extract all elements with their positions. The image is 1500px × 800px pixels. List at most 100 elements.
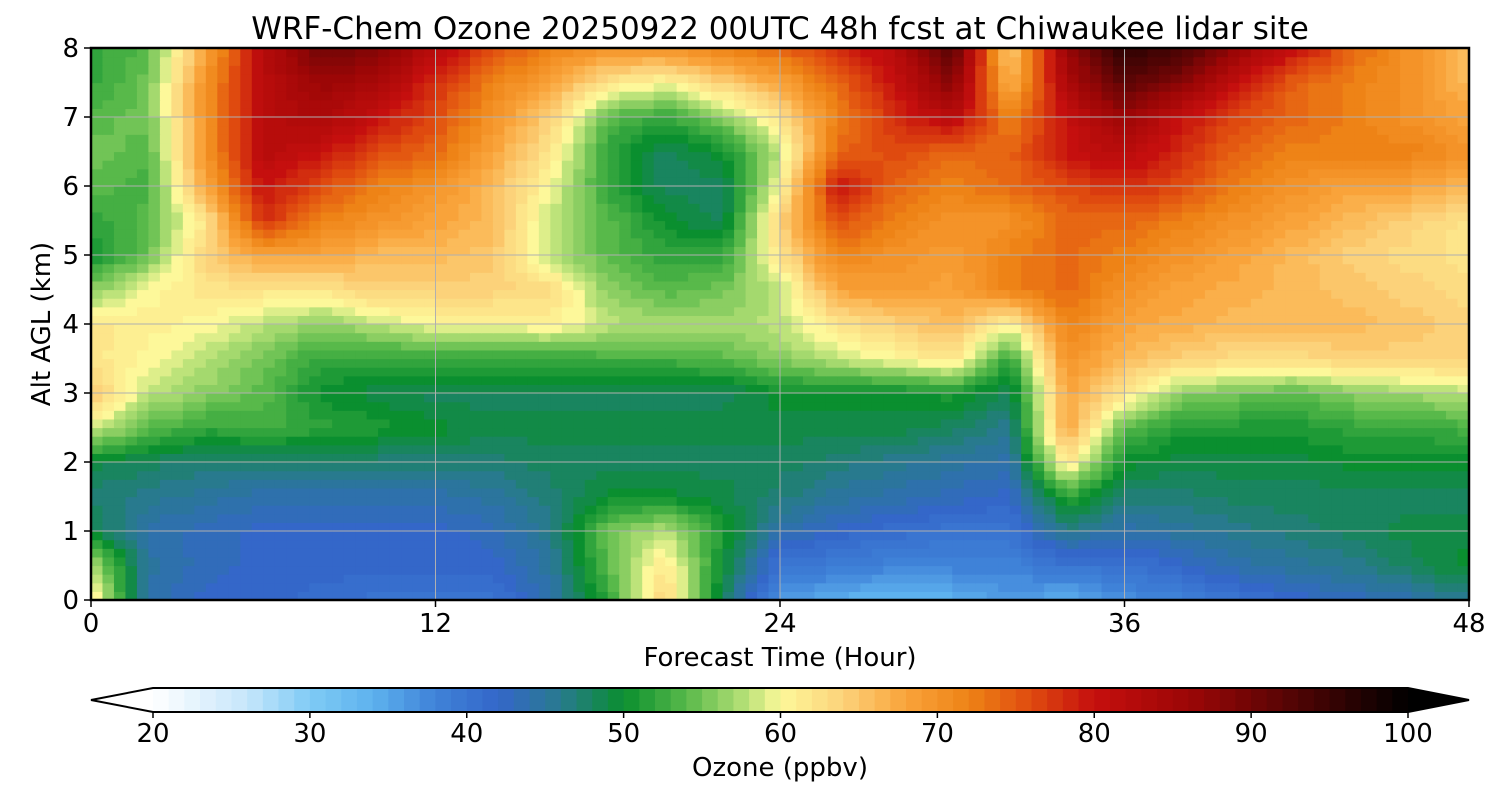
ozone-cell [573,444,586,454]
ozone-cell [883,513,896,523]
ozone-cell [940,582,953,592]
ozone-cell [665,548,678,558]
ozone-cell [1101,410,1114,420]
ozone-cell [619,289,632,299]
ozone-cell [91,548,104,558]
ozone-cell [1227,444,1240,454]
ozone-cell [906,280,919,291]
ozone-cell [1250,410,1263,420]
ozone-cell [492,410,505,420]
ozone-cell [699,453,712,463]
ozone-cell [1411,539,1424,549]
ozone-cell [757,505,770,515]
ozone-cell [527,393,540,403]
ozone-cell [745,556,758,567]
ozone-cell [1078,315,1091,325]
ozone-cell [1090,522,1103,532]
ozone-cell [814,280,827,291]
ozone-cell [642,341,655,351]
ozone-cell [309,531,322,541]
ozone-cell [217,574,230,584]
ozone-cell [1377,298,1390,308]
ozone-cell [791,453,804,463]
ozone-cell [1227,487,1240,498]
ozone-cell [653,255,666,265]
ozone-cell [1239,401,1252,411]
ozone-cell [320,531,333,541]
ozone-cell [561,444,574,454]
ozone-cell [573,582,586,592]
ozone-cell [205,332,218,342]
ozone-cell [309,289,322,299]
ozone-cell [745,384,758,394]
ozone-cell [963,306,976,316]
ozone-cell [906,462,919,472]
ozone-cell [1147,574,1160,584]
ozone-cell [228,574,241,584]
ozone-cell [343,496,356,506]
ozone-cell [1342,418,1355,429]
ozone-cell [1250,479,1263,489]
ozone-cell [1365,384,1378,394]
ozone-cell [883,539,896,549]
ozone-cell [297,427,310,437]
ozone-cell [665,522,678,532]
ozone-cell [1296,367,1309,377]
ozone-cell [504,427,517,437]
ozone-cell [113,255,127,265]
ozone-cell [182,496,195,506]
ozone-cell [1296,522,1309,532]
ozone-cell [458,436,471,446]
ozone-cell [1331,298,1344,308]
ozone-cell [825,306,839,316]
ozone-cell [757,280,770,291]
ozone-cell [699,539,712,549]
ozone-cell [883,479,896,489]
ozone-cell [320,263,333,273]
ozone-cell [309,280,322,291]
ozone-cell [871,280,884,291]
ozone-cell [332,384,345,394]
ozone-cell [309,375,322,385]
ozone-cell [1055,341,1068,351]
ozone-cell [378,496,391,506]
ozone-cell [355,548,368,558]
ozone-cell [1009,556,1022,567]
ozone-cell [986,332,999,342]
ozone-cell [1354,375,1367,385]
ozone-cell [1365,565,1378,575]
ozone-cell [814,453,827,463]
ozone-cell [320,513,333,523]
ozone-cell [320,427,333,437]
ozone-cell [642,375,655,385]
ozone-cell [642,349,655,360]
ozone-cell [768,444,781,454]
ozone-cell [1044,513,1057,523]
ozone-cell [1354,367,1367,377]
ozone-cell [1342,375,1355,385]
ozone-cell [596,298,609,308]
ozone-cell [1342,574,1355,584]
ozone-cell [159,418,172,429]
ozone-cell [251,582,264,592]
ozone-cell [1296,315,1309,325]
ozone-cell [871,358,884,368]
ozone-cell [906,582,919,592]
ozone-cell [205,522,218,532]
ozone-cell [998,427,1011,437]
ozone-cell [1308,556,1321,567]
ozone-cell [780,306,793,316]
ozone-cell [1158,496,1172,506]
ozone-cell [1032,298,1045,308]
ozone-cell [722,487,735,498]
ozone-cell [401,280,414,291]
ozone-cell [1342,358,1355,368]
ozone-cell [688,505,701,515]
ozone-cell [1262,505,1275,515]
ozone-cell [998,410,1011,420]
ozone-cell [378,531,391,541]
ozone-cell [251,591,264,601]
ozone-cell [217,556,230,567]
ozone-cell [665,574,678,584]
ozone-cell [1331,574,1344,584]
